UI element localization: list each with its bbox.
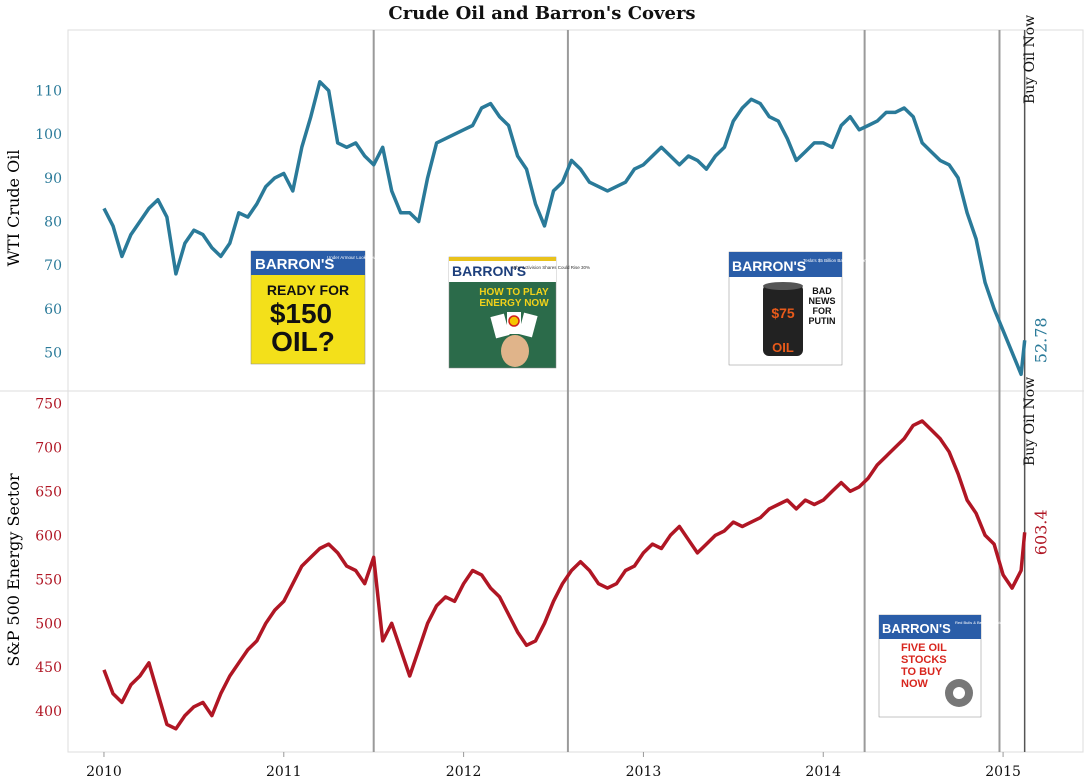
cover-3-headline-3: FOR <box>813 306 832 316</box>
energy-buy-oil-now-label: Buy Oil Now <box>1022 377 1038 466</box>
y-tick-label: 110 <box>35 84 62 100</box>
energy-series-line <box>102 419 1027 731</box>
cover-1-headline-3: OIL? <box>271 326 335 357</box>
cover-3-masthead: BARRON'S <box>732 258 806 274</box>
cover-2-side-text: Why Activision Shares Could Rise 30% <box>512 265 590 270</box>
x-tick-label: 2011 <box>266 764 302 780</box>
y-tick-label: 400 <box>35 704 62 720</box>
cover-1-side-text: Under Armour Looks Overpriced <box>327 255 392 260</box>
energy-last-value-label: 603.4 <box>1032 509 1051 555</box>
y-tick-label: 450 <box>35 660 62 676</box>
y-tick-label: 650 <box>35 484 62 500</box>
x-axis-ticks: 2010 2011 2012 2013 2014 2015 <box>86 752 1021 780</box>
y-tick-label: 100 <box>35 127 62 143</box>
barrons-cover-3: BARRON'S Tesla's $5 Billion Battery Fact… <box>728 251 896 366</box>
cover-4-headline-2: STOCKS <box>901 654 947 666</box>
cover-4-side-text: Red Bulls & Beyond Could Rise 25% <box>955 620 1021 625</box>
cover-1-headline-1: READY FOR <box>267 282 349 298</box>
oil-buy-oil-now-label: Buy Oil Now <box>1022 15 1038 104</box>
cover-3-headline-4: PUTIN <box>809 316 836 326</box>
cover-4-masthead: BARRON'S <box>882 621 951 636</box>
cover-4-headline-4: NOW <box>901 678 929 690</box>
oil-y-ticks: 110 100 90 80 70 60 50 <box>35 84 62 362</box>
cover-3-badge-2: OIL <box>772 340 794 355</box>
cover-2-headline-1: HOW TO PLAY <box>479 287 549 298</box>
barrons-cover-2: BARRON'S Why Activision Shares Could Ris… <box>448 256 590 369</box>
x-tick-label: 2014 <box>805 764 841 780</box>
barrons-cover-4: BARRON'S Red Bulls & Beyond Could Rise 2… <box>878 614 1021 718</box>
cover-2-masthead: BARRON'S <box>452 263 526 279</box>
event-lines <box>372 30 1026 752</box>
y-tick-label: 90 <box>44 171 62 187</box>
energy-y-axis-label: S&P 500 Energy Sector <box>4 473 23 667</box>
chart-frame <box>0 29 1084 753</box>
cover-1-headline-2: $150 <box>270 298 332 329</box>
cover-4-headline-3: TO BUY <box>901 666 943 678</box>
y-tick-label: 600 <box>35 528 62 544</box>
oil-series-line <box>102 80 1027 377</box>
oil-last-value-label: 52.78 <box>1032 317 1051 363</box>
x-tick-label: 2015 <box>985 764 1021 780</box>
x-tick-label: 2010 <box>86 764 122 780</box>
chart-title: Crude Oil and Barron's Covers <box>388 3 695 24</box>
y-tick-label: 60 <box>44 302 62 318</box>
cover-3-badge-1: $75 <box>771 305 795 321</box>
cover-3-headline-1: BAD <box>812 286 832 296</box>
x-tick-label: 2012 <box>446 764 482 780</box>
cover-2-headline-2: ENERGY NOW <box>479 298 549 309</box>
energy-panel: S&P 500 Energy Sector 750 700 650 600 550 500… <box>4 377 1051 731</box>
y-tick-label: 70 <box>44 258 62 274</box>
y-tick-label: 700 <box>35 440 62 456</box>
oil-panel: WTI Crude Oil 110 100 90 80 70 60 50 52.78 Buy… <box>4 15 1051 377</box>
y-tick-label: 80 <box>44 215 62 231</box>
barrons-cover-1: BARRON'S Under Armour Looks Overpriced R… <box>250 250 392 365</box>
y-tick-label: 550 <box>35 572 62 588</box>
y-tick-label: 50 <box>44 345 62 361</box>
y-tick-label: 500 <box>35 616 62 632</box>
y-tick-label: 750 <box>35 396 62 412</box>
oil-y-axis-label: WTI Crude Oil <box>4 150 23 267</box>
x-tick-label: 2013 <box>626 764 662 780</box>
cover-3-headline-2: NEWS <box>809 296 836 306</box>
cover-3-side-text: Tesla's $5 Billion Battery Factory Is a … <box>803 258 896 263</box>
cover-1-masthead: BARRON'S <box>255 256 334 273</box>
cover-4-headline-1: FIVE OIL <box>901 642 947 654</box>
energy-y-ticks: 750 700 650 600 550 500 450 400 <box>35 396 62 720</box>
